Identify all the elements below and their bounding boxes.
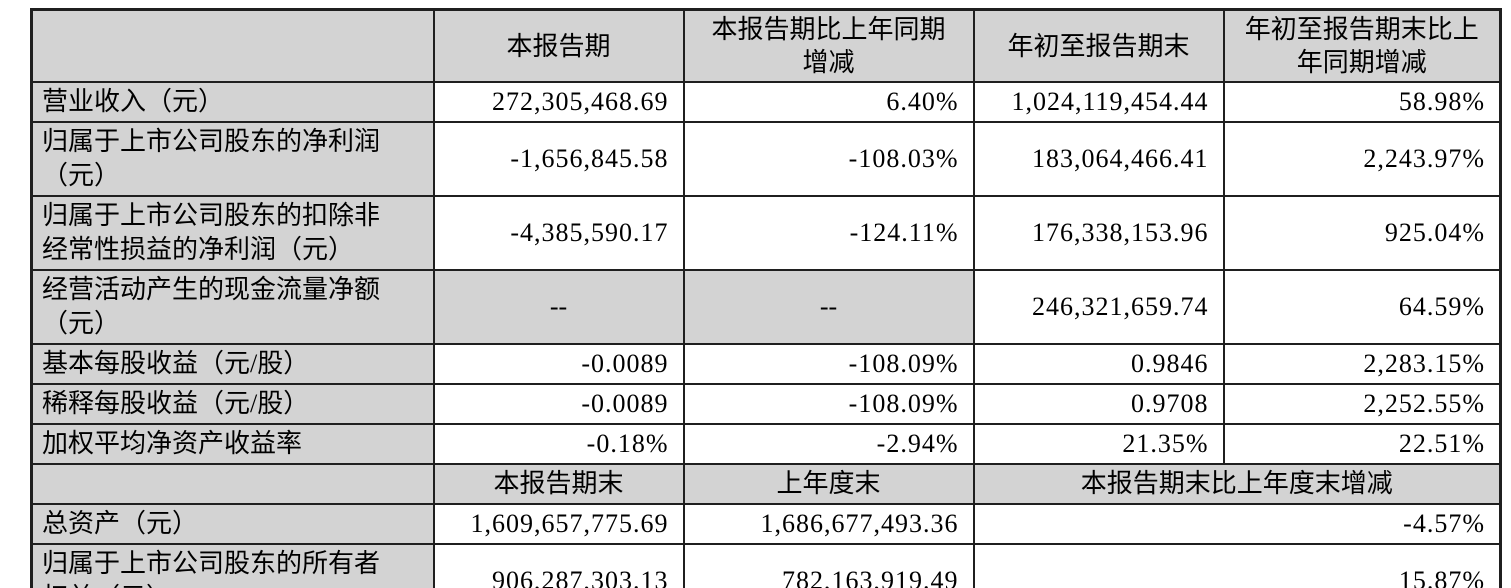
table-row: 稀释每股收益（元/股） -0.0089 -108.09% 0.9708 2,25… (30, 383, 1502, 425)
header-current-period-yoy: 本报告期比上年同期 增减 (682, 8, 975, 83)
value-current-period: 272,305,468.69 (432, 81, 685, 123)
value-current-period: -4,385,590.17 (432, 195, 685, 271)
table-row: 归属于上市公司股东的净利润 （元） -1,656,845.58 -108.03%… (30, 121, 1502, 197)
value-current-period-yoy: -108.09% (682, 383, 975, 425)
value-current-period: -0.0089 (432, 343, 685, 385)
value-ytd: 1,024,119,454.44 (972, 81, 1225, 123)
table-row: 归属于上市公司股东的扣除非 经常性损益的净利润（元） -4,385,590.17… (30, 195, 1502, 271)
value-current-period: -- (432, 269, 685, 345)
table-row: 经营活动产生的现金流量净额 （元） -- -- 246,321,659.74 6… (30, 269, 1502, 345)
metric-label: 归属于上市公司股东的扣除非 经常性损益的净利润（元） (30, 195, 435, 271)
table-row: 营业收入（元） 272,305,468.69 6.40% 1,024,119,4… (30, 81, 1502, 123)
header-current-period: 本报告期 (432, 8, 685, 83)
value-current-period: -1,656,845.58 (432, 121, 685, 197)
header-corner-cell (30, 8, 435, 83)
subheader-change: 本报告期末比上年度末增减 (972, 463, 1502, 505)
metric-label: 加权平均净资产收益率 (30, 423, 435, 465)
value-ytd-yoy: 58.98% (1222, 81, 1502, 123)
value-ytd-yoy: 925.04% (1222, 195, 1502, 271)
value-current-period: -0.18% (432, 423, 685, 465)
value-change: -4.57% (972, 503, 1502, 545)
value-current-period-yoy: 6.40% (682, 81, 975, 123)
value-ytd-yoy: 2,283.15% (1222, 343, 1502, 385)
value-current-period: -0.0089 (432, 383, 685, 425)
header-ytd: 年初至报告期末 (972, 8, 1225, 83)
value-current-period-yoy: -108.03% (682, 121, 975, 197)
table-header-row: 本报告期 本报告期比上年同期 增减 年初至报告期末 年初至报告期末比上 年同期增… (30, 8, 1502, 83)
table-row: 总资产（元） 1,609,657,775.69 1,686,677,493.36… (30, 503, 1502, 545)
value-current-period-yoy: -124.11% (682, 195, 975, 271)
value-ytd-yoy: 64.59% (1222, 269, 1502, 345)
value-prior-year-end: 1,686,677,493.36 (682, 503, 975, 545)
table-row: 加权平均净资产收益率 -0.18% -2.94% 21.35% 22.51% (30, 423, 1502, 465)
value-period-end: 906,287,303.13 (432, 543, 685, 588)
metric-label: 总资产（元） (30, 503, 435, 545)
subheader-period-end: 本报告期末 (432, 463, 685, 505)
table-row: 归属于上市公司股东的所有者 权益（元） 906,287,303.13 782,1… (30, 543, 1502, 588)
value-period-end: 1,609,657,775.69 (432, 503, 685, 545)
value-current-period-yoy: -2.94% (682, 423, 975, 465)
table-subheader-row: 本报告期末 上年度末 本报告期末比上年度末增减 (30, 463, 1502, 505)
metric-label: 归属于上市公司股东的净利润 （元） (30, 121, 435, 197)
value-ytd: 21.35% (972, 423, 1225, 465)
financial-summary-table: 本报告期 本报告期比上年同期 增减 年初至报告期末 年初至报告期末比上 年同期增… (30, 8, 1502, 588)
value-ytd-yoy: 2,252.55% (1222, 383, 1502, 425)
value-ytd: 176,338,153.96 (972, 195, 1225, 271)
table-row: 基本每股收益（元/股） -0.0089 -108.09% 0.9846 2,28… (30, 343, 1502, 385)
metric-label: 稀释每股收益（元/股） (30, 383, 435, 425)
subheader-corner-cell (30, 463, 435, 505)
value-current-period-yoy: -108.09% (682, 343, 975, 385)
value-ytd: 0.9846 (972, 343, 1225, 385)
value-change: 15.87% (972, 543, 1502, 588)
value-ytd-yoy: 2,243.97% (1222, 121, 1502, 197)
value-ytd: 246,321,659.74 (972, 269, 1225, 345)
metric-label: 经营活动产生的现金流量净额 （元） (30, 269, 435, 345)
metric-label: 归属于上市公司股东的所有者 权益（元） (30, 543, 435, 588)
value-current-period-yoy: -- (682, 269, 975, 345)
metric-label: 基本每股收益（元/股） (30, 343, 435, 385)
metric-label: 营业收入（元） (30, 81, 435, 123)
header-ytd-yoy: 年初至报告期末比上 年同期增减 (1222, 8, 1502, 83)
value-ytd-yoy: 22.51% (1222, 423, 1502, 465)
value-ytd: 0.9708 (972, 383, 1225, 425)
value-ytd: 183,064,466.41 (972, 121, 1225, 197)
value-prior-year-end: 782,163,919.49 (682, 543, 975, 588)
subheader-prior-year-end: 上年度末 (682, 463, 975, 505)
